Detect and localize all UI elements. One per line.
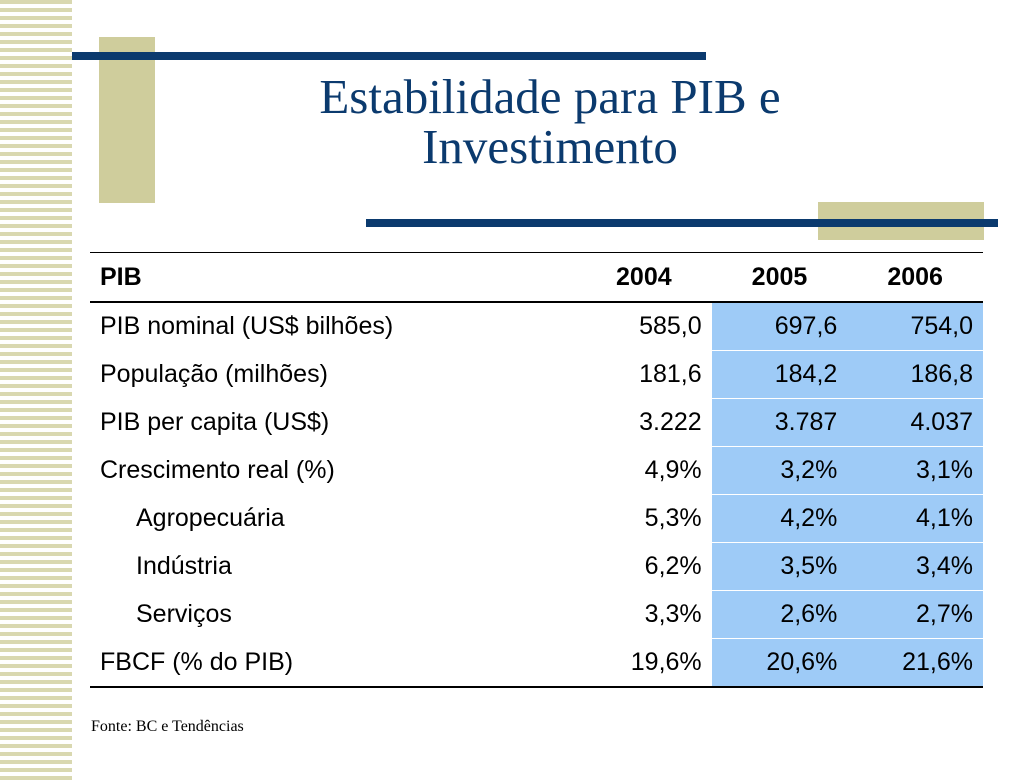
table-row: População (milhões) 181,6 184,2 186,8 <box>90 350 983 399</box>
header-2005: 2005 <box>711 252 848 303</box>
slide-title-line-2: Investimento <box>422 119 678 174</box>
cell-2006: 186,8 <box>847 350 983 399</box>
table-header-row: PIB 2004 2005 2006 <box>90 252 983 303</box>
cell-2004: 181,6 <box>576 350 712 399</box>
table-row: Indústria 6,2% 3,5% 3,4% <box>90 542 983 591</box>
cell-2006: 4.037 <box>847 398 983 447</box>
cell-2006: 21,6% <box>847 638 983 688</box>
decorative-khaki-block-top <box>99 37 155 203</box>
slide-title: Estabilidade para PIB e Investimento <box>250 72 850 172</box>
cell-2006: 754,0 <box>847 302 983 351</box>
header-pib: PIB <box>90 252 576 303</box>
cell-2004: 4,9% <box>576 446 712 495</box>
decorative-navy-line-top <box>72 52 706 60</box>
cell-2005: 3.787 <box>711 398 848 447</box>
table-row: FBCF (% do PIB) 19,6% 20,6% 21,6% <box>90 638 983 688</box>
row-label: PIB per capita (US$) <box>90 398 576 447</box>
source-footnote: Fonte: BC e Tendências <box>91 718 244 735</box>
cell-2006: 3,1% <box>847 446 983 495</box>
cell-2006: 2,7% <box>847 590 983 639</box>
slide-title-line-1: Estabilidade para PIB e <box>319 69 781 124</box>
cell-2005: 697,6 <box>711 302 848 351</box>
cell-2005: 3,2% <box>711 446 848 495</box>
row-label: Crescimento real (%) <box>90 446 576 495</box>
cell-2004: 585,0 <box>576 302 712 351</box>
row-label: FBCF (% do PIB) <box>90 638 576 688</box>
cell-2004: 5,3% <box>576 494 712 543</box>
cell-2005: 184,2 <box>711 350 848 399</box>
gdp-table: PIB 2004 2005 2006 PIB nominal (US$ bilh… <box>90 252 983 688</box>
cell-2004: 3.222 <box>576 398 712 447</box>
cell-2005: 4,2% <box>711 494 848 543</box>
decorative-stripe-bar <box>0 0 72 784</box>
table-row: Serviços 3,3% 2,6% 2,7% <box>90 590 983 639</box>
cell-2005: 2,6% <box>711 590 848 639</box>
table-row: Crescimento real (%) 4,9% 3,2% 3,1% <box>90 446 983 495</box>
cell-2006: 3,4% <box>847 542 983 591</box>
cell-2005: 20,6% <box>711 638 848 688</box>
row-label: Indústria <box>90 542 576 591</box>
cell-2004: 3,3% <box>576 590 712 639</box>
cell-2004: 6,2% <box>576 542 712 591</box>
header-2006: 2006 <box>847 252 983 303</box>
decorative-navy-line-bottom <box>366 219 998 227</box>
cell-2005: 3,5% <box>711 542 848 591</box>
table-row: PIB nominal (US$ bilhões) 585,0 697,6 75… <box>90 302 983 351</box>
table-row: PIB per capita (US$) 3.222 3.787 4.037 <box>90 398 983 447</box>
cell-2004: 19,6% <box>576 638 712 688</box>
header-2004: 2004 <box>576 252 712 303</box>
row-label: PIB nominal (US$ bilhões) <box>90 302 576 351</box>
row-label: População (milhões) <box>90 350 576 399</box>
cell-2006: 4,1% <box>847 494 983 543</box>
row-label: Serviços <box>90 590 576 639</box>
table-row: Agropecuária 5,3% 4,2% 4,1% <box>90 494 983 543</box>
row-label: Agropecuária <box>90 494 576 543</box>
